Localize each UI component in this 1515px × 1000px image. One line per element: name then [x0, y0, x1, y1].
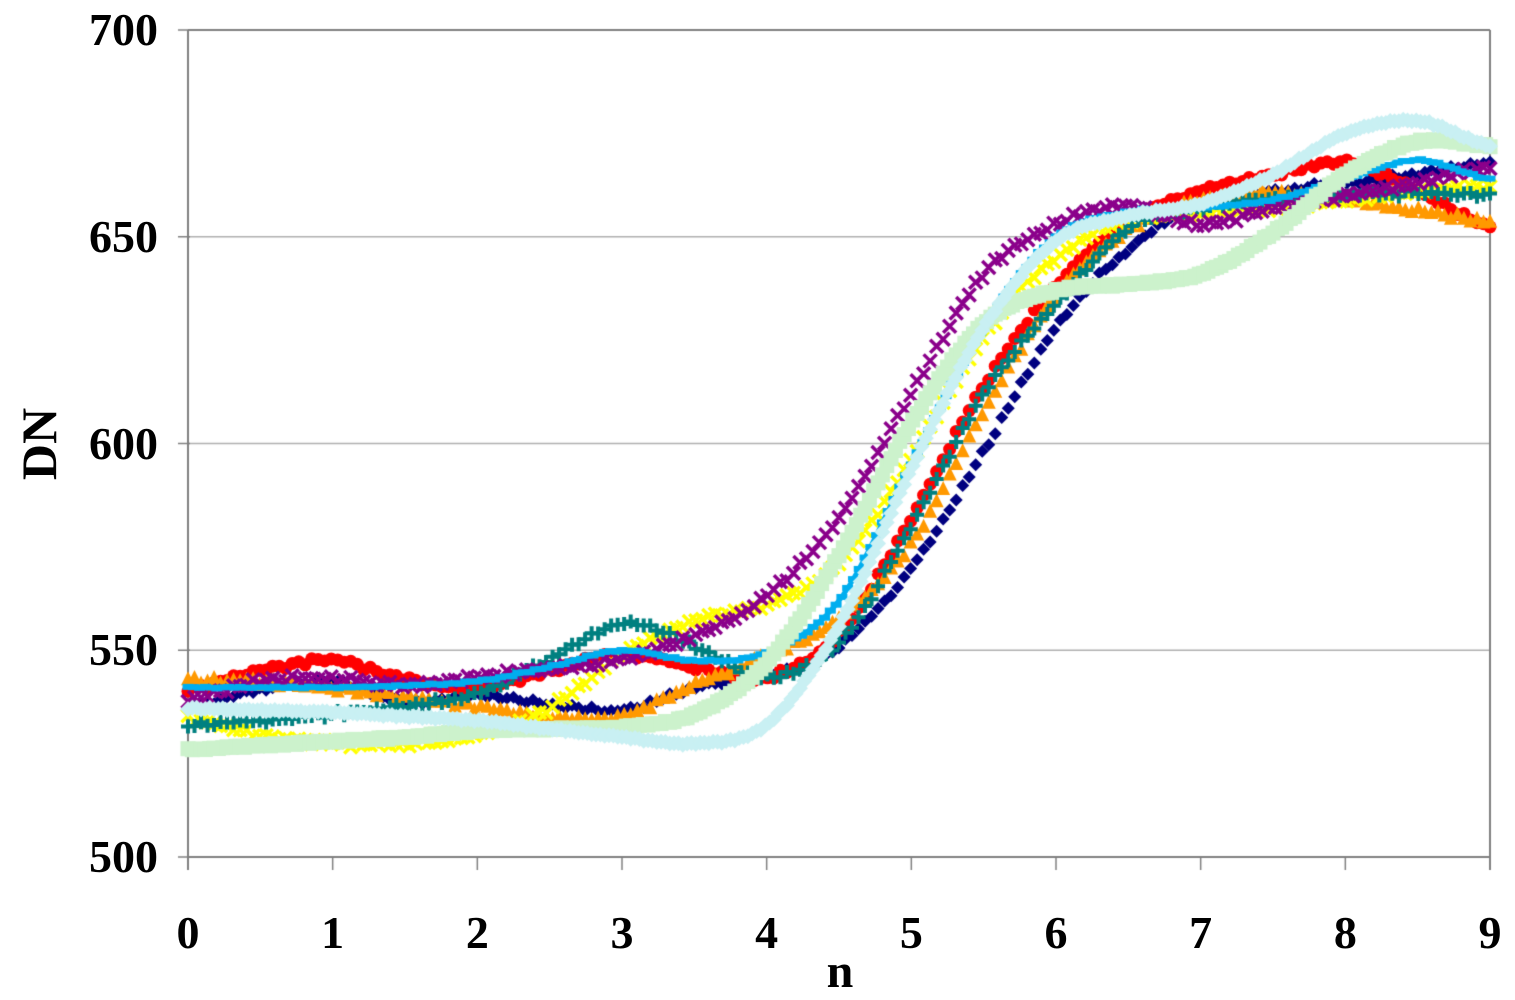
y-tick-label-650: 650 [89, 210, 158, 262]
x-tick-label-5: 5 [899, 907, 923, 958]
y-axis-title: DN [11, 407, 67, 481]
x-tick-label-3: 3 [610, 907, 634, 958]
x-tick-label-6: 6 [1044, 907, 1068, 958]
x-tick-label-7: 7 [1189, 907, 1213, 958]
x-tick-label-9: 9 [1478, 907, 1502, 958]
x-tick-label-1: 1 [321, 907, 345, 958]
y-tick-label-700: 700 [89, 4, 158, 55]
y-tick-label-550: 550 [89, 624, 158, 676]
x-tick-label-2: 2 [465, 907, 489, 958]
y-tick-label-500: 500 [89, 831, 158, 882]
y-tick-label-600: 600 [89, 417, 158, 469]
x-tick-label-0: 0 [176, 907, 200, 958]
x-tick-label-8: 8 [1333, 907, 1357, 958]
x-tick-label-4: 4 [755, 907, 779, 958]
x-axis-title: n [826, 945, 854, 998]
